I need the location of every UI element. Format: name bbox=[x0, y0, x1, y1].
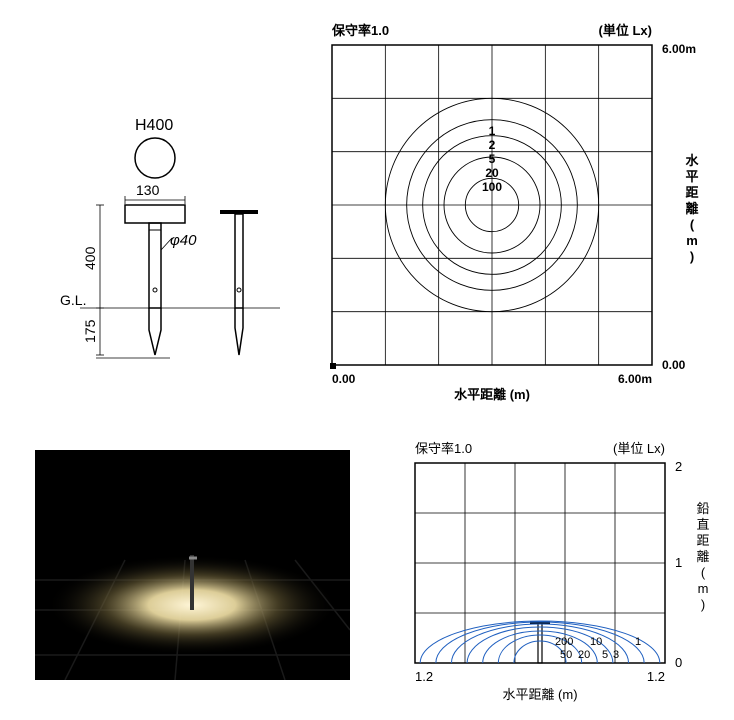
isolux-top-chart: 保守率1.0 (単位 Lx) 12520100 0.00 6.00m 水平距離 (m) 0.… bbox=[310, 15, 720, 415]
y-axis-label-char: m bbox=[698, 581, 709, 596]
origin-marker bbox=[330, 363, 336, 369]
render-photo bbox=[35, 450, 350, 680]
spike-front bbox=[149, 308, 161, 355]
y-axis-label-char: ( bbox=[690, 217, 695, 232]
contour-label: 1 bbox=[489, 124, 496, 138]
chart-title-right: (単位 Lx) bbox=[599, 23, 652, 38]
x-max-label: 6.00m bbox=[618, 372, 652, 386]
y-min-label: 0.00 bbox=[662, 358, 686, 372]
head-front bbox=[125, 205, 185, 223]
y-axis-label-char: 平 bbox=[685, 169, 698, 184]
contour-label: 20 bbox=[485, 166, 499, 180]
y-axis-label-char: ) bbox=[701, 597, 705, 612]
x-max-label: 1.2 bbox=[647, 669, 665, 684]
render-svg bbox=[35, 450, 350, 680]
stem-dot bbox=[153, 288, 157, 292]
chart-title-left: 保守率1.0 bbox=[331, 23, 389, 38]
pole-stem-icon bbox=[538, 623, 542, 663]
x-min-label: 0.00 bbox=[332, 372, 356, 386]
pole-shadow bbox=[190, 555, 194, 610]
y-axis-label-char: ) bbox=[690, 249, 694, 264]
height-label: 400 bbox=[82, 246, 98, 270]
y-mid-label: 1 bbox=[675, 555, 682, 570]
dimension-svg: H400 130 φ40 400 175 bbox=[40, 110, 290, 390]
dimension-drawing: H400 130 φ40 400 175 bbox=[40, 110, 290, 390]
stem-side bbox=[235, 214, 243, 308]
contour-label: 20 bbox=[578, 649, 590, 661]
spike-side bbox=[235, 308, 243, 355]
x-axis-label: 水平距離 (m) bbox=[502, 687, 577, 702]
isolux-side-svg: 保守率1.0 (単位 Lx) 200 10 1 50 20 53 1.2 1.2 水平距離 (m) 0… bbox=[395, 435, 725, 715]
head-width-label: 130 bbox=[136, 182, 160, 198]
y-axis-label-char: 直 bbox=[696, 517, 709, 532]
y-axis-label-char: m bbox=[686, 233, 698, 248]
isolux-top-svg: 保守率1.0 (単位 Lx) 12520100 0.00 6.00m 水平距離 (m) 0.… bbox=[310, 15, 720, 415]
model-label: H400 bbox=[135, 117, 173, 134]
stem-dot-side bbox=[237, 288, 241, 292]
x-min-label: 1.2 bbox=[415, 669, 433, 684]
y-max-label: 6.00m bbox=[662, 42, 696, 56]
contour-label: 3 bbox=[613, 649, 619, 661]
contour-label: 1 bbox=[635, 636, 641, 648]
chart-title-right: (単位 Lx) bbox=[613, 441, 665, 456]
x-axis-label: 水平距離 (m) bbox=[454, 387, 530, 402]
contour-label: 10 bbox=[590, 636, 602, 648]
depth-label: 175 bbox=[82, 319, 98, 343]
stem-front bbox=[149, 223, 161, 308]
diameter-label: φ40 bbox=[170, 232, 197, 249]
y-min-label: 0 bbox=[675, 655, 682, 670]
contour-label: 50 bbox=[560, 649, 572, 661]
y-axis-label-char: 水 bbox=[685, 153, 699, 168]
y-axis-label-char: 距 bbox=[696, 533, 709, 548]
y-axis-label-char: 距 bbox=[685, 185, 698, 200]
y-axis-label-char: 鉛 bbox=[696, 501, 709, 516]
y-max-label: 2 bbox=[675, 459, 682, 474]
contour-label: 5 bbox=[489, 152, 496, 166]
y-axis-label-char: ( bbox=[701, 565, 706, 580]
contour-label: 2 bbox=[489, 138, 496, 152]
contour-label: 100 bbox=[482, 180, 502, 194]
isolux-side-chart: 保守率1.0 (単位 Lx) 200 10 1 50 20 53 1.2 1.2 水平距離 (m) 0… bbox=[395, 435, 725, 715]
y-axis-label-char: 離 bbox=[696, 549, 709, 564]
contour-label: 200 bbox=[555, 636, 573, 648]
top-view-circle bbox=[135, 138, 175, 178]
chart-title-left: 保守率1.0 bbox=[415, 441, 472, 456]
y-axis-label-char: 離 bbox=[685, 201, 698, 216]
ground-label: G.L. bbox=[60, 292, 86, 308]
contour-label: 5 bbox=[602, 649, 608, 661]
